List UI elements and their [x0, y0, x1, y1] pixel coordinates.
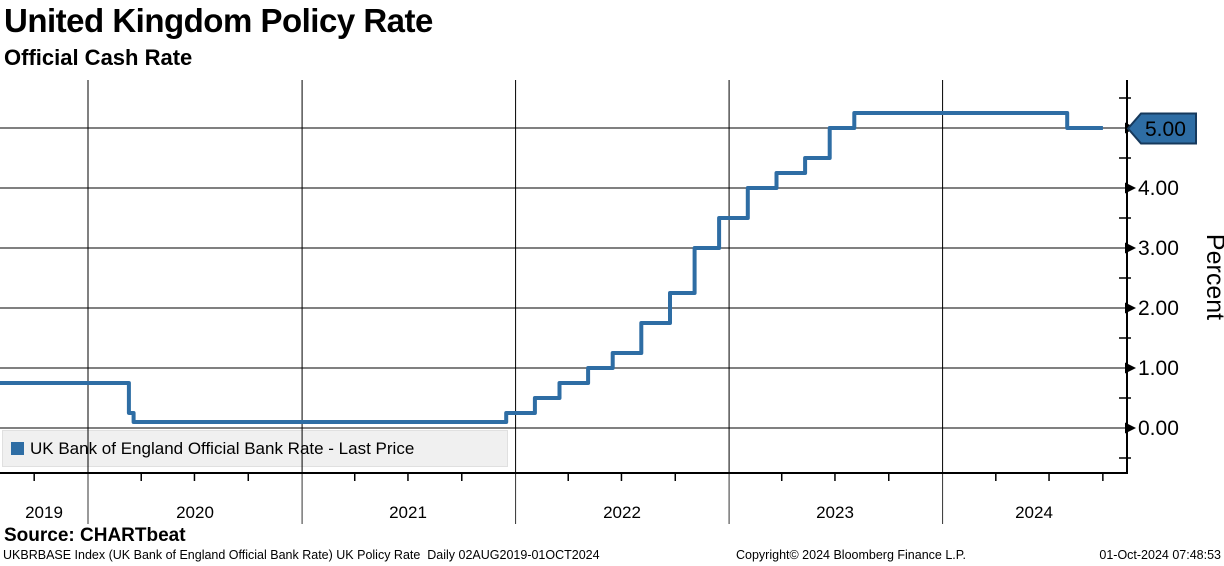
year-separator-lines: [87, 473, 944, 524]
tick-arrow-icon: [1125, 302, 1136, 314]
page-title: United Kingdom Policy Rate: [4, 2, 433, 39]
x-axis-labels: 2019 2020 2021 2022 2023 2024: [25, 503, 1053, 522]
legend-swatch-icon: [11, 442, 24, 455]
tick-arrow-icon: [1125, 242, 1136, 254]
tick-arrow-icon: [1125, 362, 1136, 374]
copyright-line: Copyright© 2024 Bloomberg Finance L.P.: [736, 548, 966, 562]
y-axis-minor-ticks: [1119, 97, 1131, 459]
x-axis-year-label: 2021: [389, 503, 427, 522]
x-axis-year-label: 2022: [603, 503, 641, 522]
x-axis-year-label: 2019: [25, 503, 63, 522]
x-axis-year-label: 2024: [1015, 503, 1053, 522]
rate-step-line: [0, 111, 1103, 424]
y-axis-tick-label: 0.00: [1138, 417, 1179, 440]
legend: UK Bank of England Official Bank Rate - …: [2, 430, 508, 467]
legend-label: UK Bank of England Official Bank Rate - …: [30, 438, 415, 458]
source-line: Source: CHARTbeat: [4, 525, 186, 546]
x-axis-year-label: 2023: [816, 503, 854, 522]
y-axis-tick-label: 4.00: [1138, 177, 1179, 200]
y-axis-title: Percent: [1201, 234, 1224, 320]
vertical-gridlines: [87, 80, 944, 473]
timestamp: 01-Oct-2024 07:48:53: [1099, 548, 1221, 562]
y-axis-labels: 0.00 1.00 2.00 3.00 4.00: [1138, 177, 1179, 440]
axis-tick-arrow-icons: [1125, 122, 1136, 434]
x-axis-quarter-ticks: [33, 473, 1104, 481]
tick-arrow-icon: [1125, 122, 1136, 134]
ticker-info-line: UKBRBASE Index (UK Bank of England Offic…: [3, 548, 600, 562]
y-axis-tick-label: 2.00: [1138, 297, 1179, 320]
page-subtitle: Official Cash Rate: [4, 45, 193, 70]
last-price-value: 5.00: [1145, 118, 1186, 141]
last-price-badge-shape: [1126, 112, 1197, 145]
tick-arrow-icon: [1125, 182, 1136, 194]
last-price-badge: 5.00: [1126, 112, 1197, 145]
y-axis-tick-label: 1.00: [1138, 357, 1179, 380]
tick-arrow-icon: [1125, 422, 1136, 434]
x-axis-year-label: 2020: [176, 503, 214, 522]
horizontal-gridlines: [0, 127, 1127, 429]
y-axis-tick-label: 3.00: [1138, 237, 1179, 260]
